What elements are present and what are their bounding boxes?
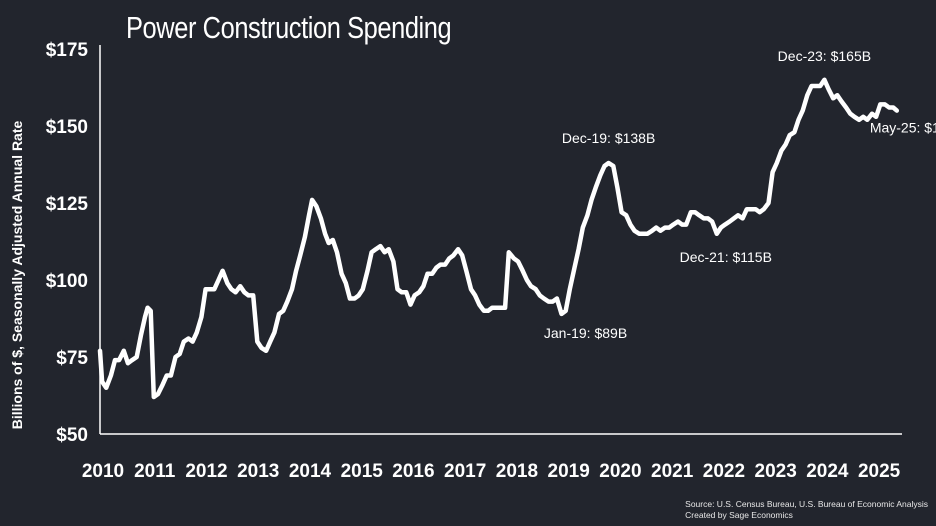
credit-line: Created by Sage Economics [685,510,793,520]
y-tick-label: $150 [46,117,88,138]
x-tick-label: 2013 [237,461,279,482]
chart-axes [99,45,902,435]
x-tick-label: 2021 [651,461,694,482]
x-tick-label: 2018 [496,461,538,482]
chart-title: Power Construction Spending [126,10,452,45]
x-tick-label: 2011 [134,461,176,482]
series-line [97,77,900,400]
annotation-label: Dec-19: $138B [562,130,655,146]
y-tick-label: $175 [46,40,89,61]
x-tick-label: 2014 [289,461,332,482]
x-tick-label: 2019 [548,461,590,482]
y-axis-label: Billions of $, Seasonally Adjusted Annua… [9,121,25,430]
y-axis-ticks: $50 $75 $100 $125 $150 $175 [46,40,89,446]
x-tick-label: 2017 [444,461,486,482]
annotation-label: May-25: $155B [870,120,936,136]
x-tick-label: 2022 [703,461,745,482]
source-note: Source: U.S. Census Bureau, U.S. Bureau … [685,499,928,521]
x-tick-label: 2023 [755,461,797,482]
annotation-label: Dec-23: $165B [778,48,871,64]
y-tick-label: $100 [46,271,88,292]
x-tick-label: 2015 [341,461,384,482]
y-tick-label: $75 [56,348,88,369]
y-tick-label: $50 [56,425,88,446]
annotation-label: Dec-21: $115B [680,249,772,265]
x-tick-label: 2020 [599,461,641,482]
x-tick-label: 2025 [858,461,901,482]
annotation-label: Jan-19: $89B [544,325,627,341]
x-axis-ticks: 2010 2011 2012 2013 2014 2015 2016 2017 2018 2019… [82,461,901,482]
series-group [97,77,900,400]
x-tick-label: 2016 [392,461,434,482]
source-line: Source: U.S. Census Bureau, U.S. Bureau … [685,499,928,509]
x-tick-label: 2024 [806,461,849,482]
annotations: Dec-23: $165B Dec-19: $138B May-25: $155B D… [544,48,936,341]
x-tick-label: 2010 [82,461,124,482]
x-tick-label: 2012 [185,461,227,482]
y-tick-label: $125 [46,194,89,215]
